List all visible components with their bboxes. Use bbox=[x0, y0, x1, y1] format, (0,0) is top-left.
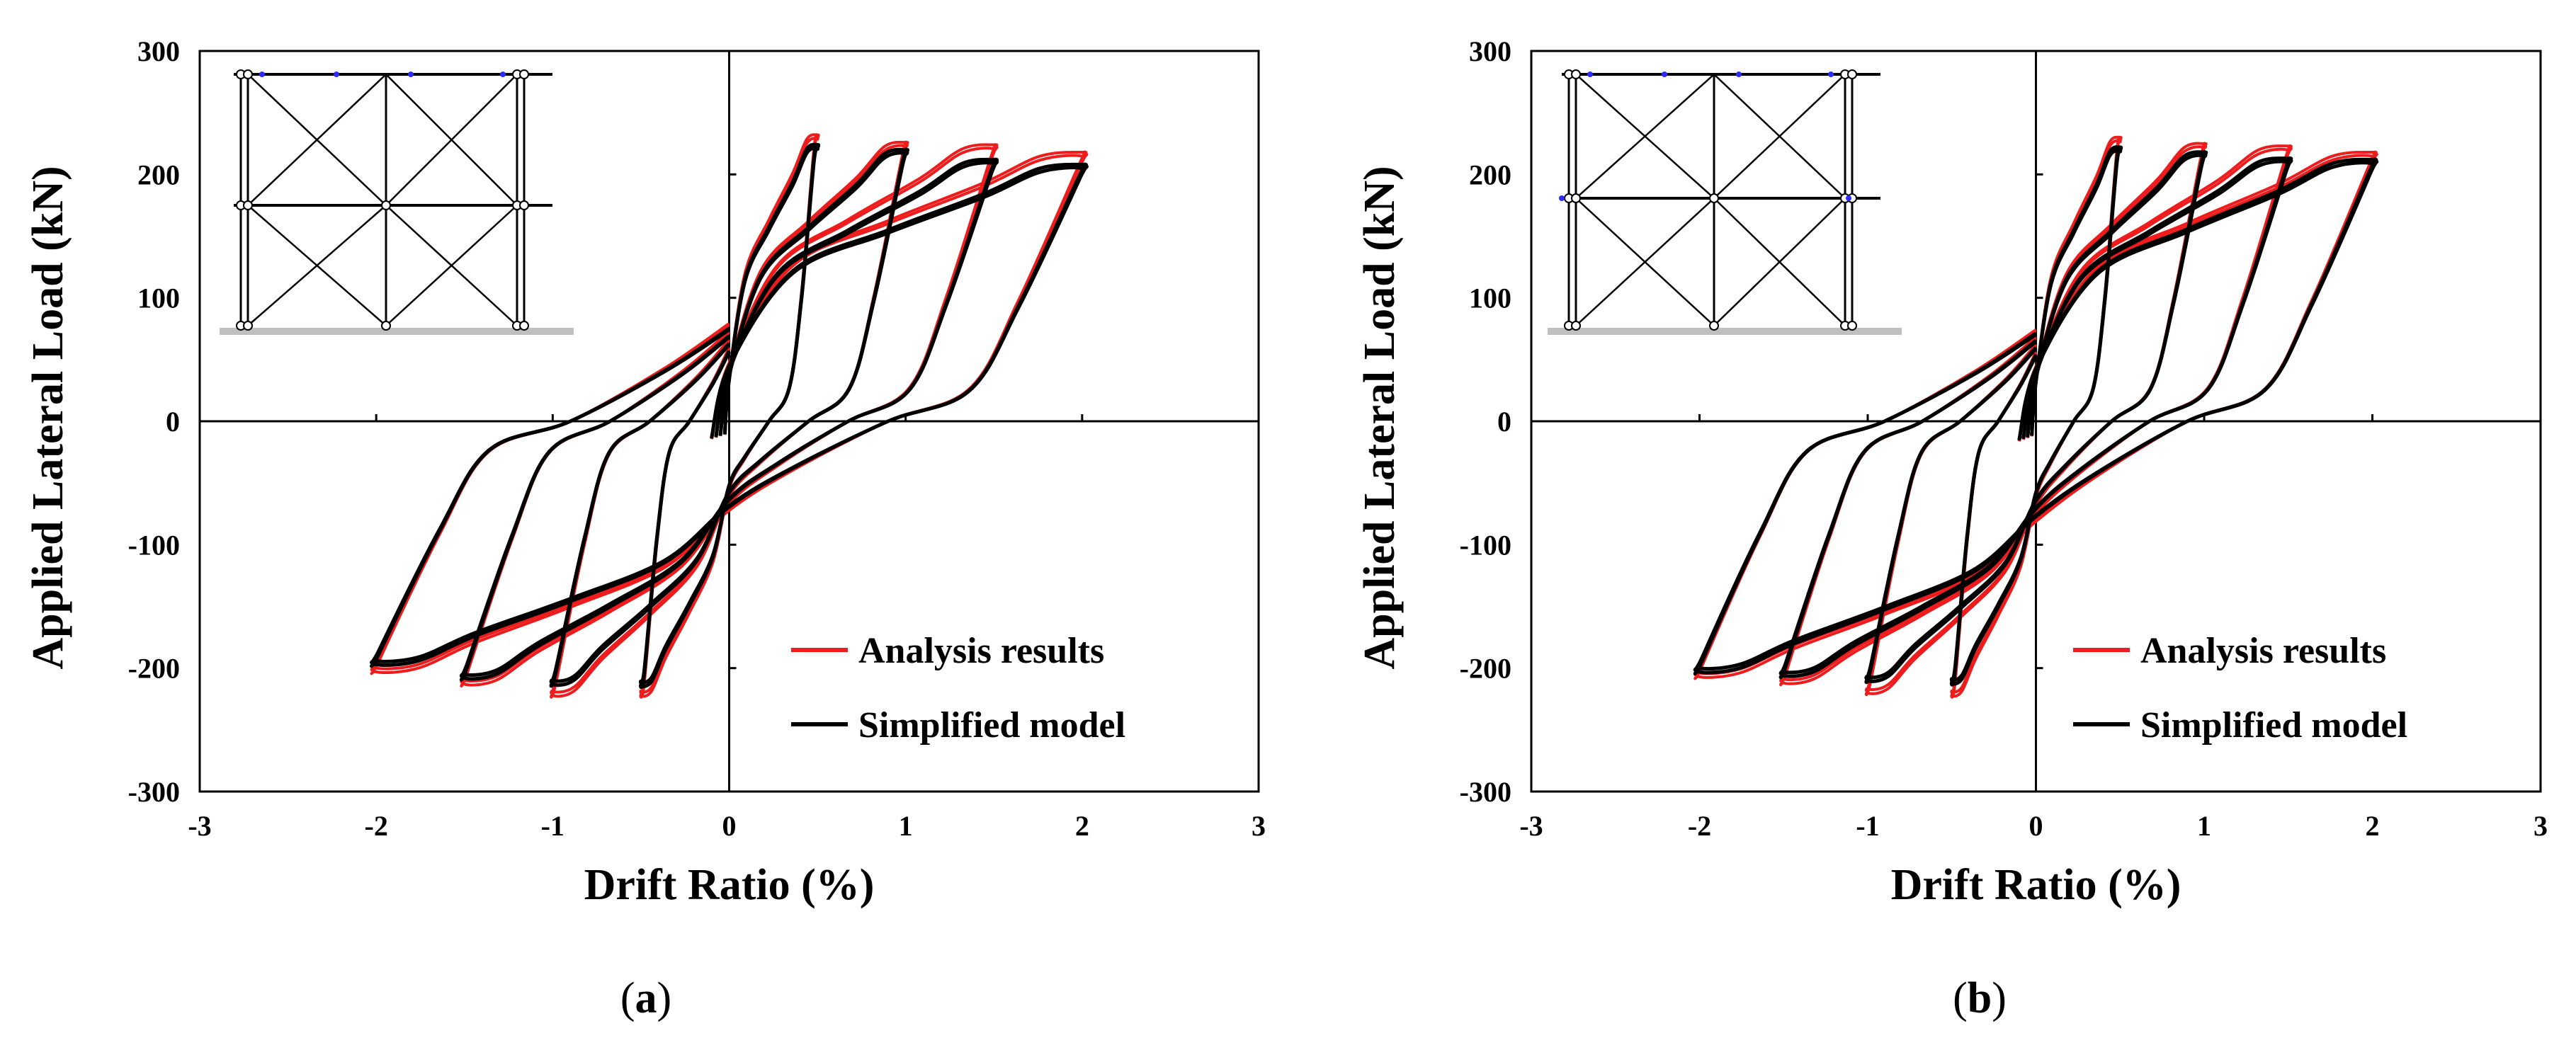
x-tick-label: -2 bbox=[1688, 810, 1711, 842]
inset-support-marker bbox=[259, 72, 265, 77]
inset-hinge bbox=[519, 69, 529, 79]
y-tick-label: -300 bbox=[128, 776, 180, 808]
x-axis-label: Drift Ratio (%) bbox=[584, 861, 875, 909]
x-tick-label: 2 bbox=[1075, 810, 1089, 842]
panel-label-letter: a bbox=[635, 974, 657, 1022]
legend-label-simplified: Simplified model bbox=[858, 705, 1125, 746]
x-tick-label: 1 bbox=[2197, 810, 2211, 842]
inset-support-marker bbox=[1736, 72, 1742, 77]
frame-inset bbox=[1548, 69, 1902, 335]
panel-b: -3 -2 -1 0 1 2 3 -300 -200 -100 0 100 200 300 Drift Ra… bbox=[1356, 35, 2548, 1022]
y-tick-label: 200 bbox=[1469, 159, 1511, 190]
inset-brace bbox=[1575, 74, 1715, 199]
inset-hinge bbox=[519, 200, 529, 210]
inset-support-marker bbox=[1587, 72, 1593, 77]
y-tick-label: -200 bbox=[128, 653, 180, 685]
inset-brace bbox=[1713, 198, 1846, 326]
inset-hinge bbox=[243, 200, 253, 210]
hysteresis-loop bbox=[1693, 159, 2379, 672]
frame-inset bbox=[220, 69, 574, 335]
y-tick-label: -200 bbox=[1460, 653, 1511, 685]
y-axis-label: Applied Lateral Load (kN) bbox=[24, 166, 72, 669]
inset-brace bbox=[247, 205, 387, 326]
x-tick-label: 3 bbox=[2534, 810, 2548, 842]
x-tick-label: -3 bbox=[188, 810, 211, 842]
hysteresis-loop bbox=[370, 164, 1089, 665]
inset-hinge bbox=[519, 321, 529, 331]
y-tick-label: 100 bbox=[1469, 282, 1511, 314]
x-tick-label: 0 bbox=[722, 810, 737, 842]
inset-support-marker bbox=[334, 72, 339, 77]
x-tick-label: 2 bbox=[2366, 810, 2380, 842]
hysteresis-loop bbox=[638, 145, 820, 685]
panel-a: -3 -2 -1 0 1 2 3 -300 -200 -100 0 100 200 300 Drift Ra… bbox=[24, 35, 1266, 1022]
inset-hinge bbox=[1847, 321, 1857, 331]
inset-brace bbox=[385, 205, 518, 326]
inset-hinge bbox=[243, 69, 253, 79]
series-simplified-model bbox=[370, 142, 1089, 690]
x-tick-label: 1 bbox=[899, 810, 913, 842]
inset-support-marker bbox=[1559, 195, 1565, 201]
panel-label-close: ) bbox=[1992, 974, 2007, 1022]
x-tick-label: 3 bbox=[1252, 810, 1266, 842]
hysteresis-loop bbox=[1778, 159, 2293, 675]
x-tick-label: -3 bbox=[1519, 810, 1543, 842]
inset-hinge bbox=[1571, 193, 1581, 203]
panel-label-open: ( bbox=[620, 974, 635, 1022]
x-tick-label: -1 bbox=[1856, 810, 1879, 842]
panel-label-open: ( bbox=[1953, 974, 1968, 1022]
y-tick-label: -300 bbox=[1460, 776, 1511, 808]
inset-hinge bbox=[243, 321, 253, 331]
hysteresis-loop bbox=[549, 150, 909, 684]
panel-label: (a) bbox=[620, 974, 671, 1022]
hysteresis-loop bbox=[459, 159, 999, 678]
legend-label-analysis: Analysis results bbox=[2140, 631, 2386, 671]
inset-hinge bbox=[381, 200, 391, 210]
inset-hinge bbox=[1571, 69, 1581, 79]
inset-hinge bbox=[381, 321, 391, 331]
hysteresis-loop bbox=[1949, 147, 2123, 683]
inset-brace bbox=[1575, 198, 1715, 326]
x-tick-label: -1 bbox=[541, 810, 564, 842]
y-tick-label: -100 bbox=[1460, 529, 1511, 561]
series-simplified-model bbox=[1693, 145, 2379, 687]
y-tick-label: 0 bbox=[1497, 406, 1511, 438]
y-tick-label: 300 bbox=[137, 35, 180, 67]
inset-hinge bbox=[1709, 321, 1719, 331]
inset-hinge bbox=[1571, 321, 1581, 331]
legend-label-simplified: Simplified model bbox=[2140, 705, 2407, 746]
y-tick-label: 0 bbox=[166, 406, 180, 438]
inset-support-marker bbox=[1662, 72, 1667, 77]
y-axis-label: Applied Lateral Load (kN) bbox=[1356, 166, 1404, 669]
legend-label-analysis: Analysis results bbox=[858, 631, 1104, 671]
inset-hinge bbox=[1709, 193, 1719, 203]
x-axis-label: Drift Ratio (%) bbox=[1891, 861, 2181, 909]
inset-brace bbox=[1713, 74, 1846, 199]
inset-support-marker bbox=[408, 72, 414, 77]
inset-support-marker bbox=[1828, 72, 1834, 77]
panel-label-close: ) bbox=[657, 974, 672, 1022]
panel-label: (b) bbox=[1953, 974, 2007, 1022]
panel-label-letter: b bbox=[1968, 974, 1992, 1022]
inset-support-marker bbox=[1846, 195, 1851, 201]
x-tick-label: -2 bbox=[365, 810, 388, 842]
inset-hinge bbox=[1847, 69, 1857, 79]
inset-support-marker bbox=[500, 72, 506, 77]
y-tick-label: -100 bbox=[128, 529, 180, 561]
inset-brace bbox=[385, 74, 518, 206]
x-tick-label: 0 bbox=[2029, 810, 2043, 842]
y-tick-label: 200 bbox=[137, 159, 180, 190]
hysteresis-loop bbox=[1864, 152, 2208, 680]
y-tick-label: 100 bbox=[137, 282, 180, 314]
y-tick-label: 300 bbox=[1469, 35, 1511, 67]
inset-brace bbox=[247, 74, 387, 206]
